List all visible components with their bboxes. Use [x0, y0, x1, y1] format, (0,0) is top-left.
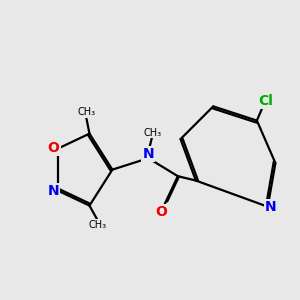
- Text: Cl: Cl: [258, 94, 273, 108]
- Text: CH₃: CH₃: [77, 107, 95, 117]
- Text: O: O: [155, 205, 167, 219]
- Text: N: N: [48, 184, 59, 198]
- Text: O: O: [48, 141, 59, 155]
- Text: CH₃: CH₃: [143, 128, 161, 138]
- Text: CH₃: CH₃: [88, 220, 107, 230]
- Text: N: N: [142, 147, 154, 161]
- Text: N: N: [265, 200, 277, 214]
